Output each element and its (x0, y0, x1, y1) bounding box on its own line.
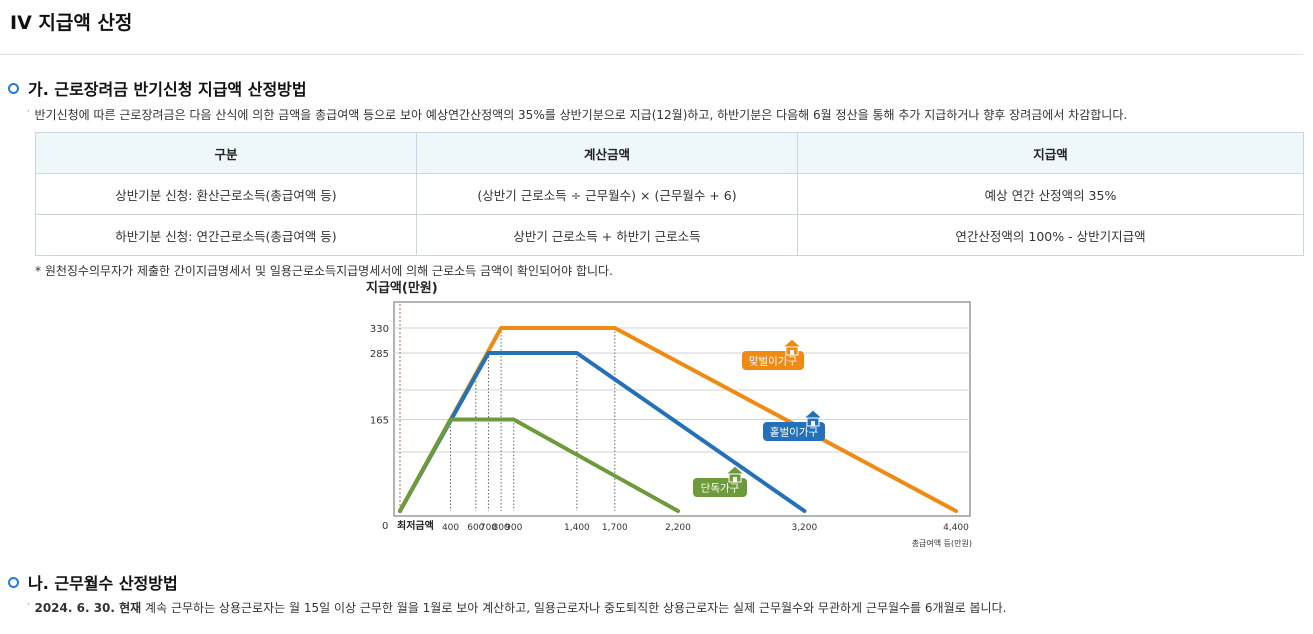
title-divider (0, 54, 1303, 55)
x-axis-title: 총급여액 등(만원) (912, 538, 972, 548)
x-tick-label: 3,200 (791, 523, 817, 533)
table-cell: 연간산정액의 100% - 상반기지급액 (797, 214, 1304, 256)
series-label-badge (693, 478, 747, 497)
circle-bullet-icon (8, 576, 19, 588)
section-a-description: ' 반기신청에 따른 근로장려금은 다음 산식에 의한 금액을 총급여액 등으로 … (27, 106, 1127, 123)
table-cell: 상반기분 신청: 환산근로소득(총급여액 등) (35, 173, 417, 215)
x-tick-label: 1,400 (564, 523, 590, 533)
table-cell: 상반기 근로소득 + 하반기 근로소득 (416, 214, 798, 256)
table-row: 상반기분 신청: 환산근로소득(총급여액 등) (상반기 근로소득 ÷ 근무월수… (35, 173, 1304, 215)
y-tick-label: 285 (370, 349, 389, 360)
table-header-cell: 구분 (35, 132, 417, 174)
page-title: IV 지급액 산정 (10, 12, 133, 34)
benefit-chart: 지급액(만원) 165 285 330 0 최저금액 400 600 700 800 900 1,40… (360, 276, 990, 552)
section-b-description: ' 2024. 6. 30. 현재 계속 근무하는 상용근로자는 월 15일 이상… (27, 599, 1006, 616)
tick-bullet-icon: ' (27, 602, 30, 612)
section-a-heading-text: 가. 근로장려금 반기신청 지급액 산정방법 (28, 80, 307, 99)
x-tick-label: 2,200 (665, 523, 691, 533)
x-tick-label: 600 (467, 523, 484, 533)
table-header-cell: 계산금액 (416, 132, 798, 174)
table-cell: (상반기 근로소득 ÷ 근무월수) × (근무월수 + 6) (416, 173, 798, 215)
section-b-heading-text: 나. 근무월수 산정방법 (28, 574, 178, 593)
series-label-text: 단독가구 (701, 483, 740, 495)
series-label-badge (763, 422, 825, 441)
section-b-date: 2024. 6. 30. 현재 (34, 601, 142, 615)
calculation-table: 구분 계산금액 지급액 상반기분 신청: 환산근로소득(총급여액 등) (상반기… (35, 132, 1304, 256)
table-cell: 예상 연간 산정액의 35% (797, 173, 1304, 215)
x-tick-label: 4,400 (943, 523, 969, 533)
x-tick-label: 800 (492, 523, 509, 533)
circle-bullet-icon (8, 82, 19, 94)
series-label-text: 홑벌이가구 (770, 426, 819, 439)
section-a-description-text: 반기신청에 따른 근로장려금은 다음 산식에 의한 금액을 총급여액 등으로 보… (34, 108, 1128, 122)
y-tick-label: 330 (370, 324, 389, 335)
table-header-row: 구분 계산금액 지급액 (35, 132, 1304, 174)
x-min-label: 최저금액 (397, 519, 434, 532)
section-b-heading: 나. 근무월수 산정방법 (8, 570, 178, 594)
section-b-description-text: 계속 근무하는 상용근로자는 월 15일 이상 근무한 월을 1월로 보아 계산… (141, 601, 1007, 615)
table-row: 하반기분 신청: 연간근로소득(총급여액 등) 상반기 근로소득 + 하반기 근… (35, 214, 1304, 256)
house-icon-door (733, 477, 737, 482)
x-tick-label: 1,700 (602, 523, 628, 533)
house-icon-door (811, 421, 815, 426)
plot-frame (393, 301, 971, 517)
x-tick-label: 400 (442, 523, 459, 533)
y-axis-title: 지급액(만원) (366, 280, 438, 296)
series-label-text: 맞벌이가구 (749, 356, 798, 368)
y-tick-label: 165 (370, 416, 389, 427)
table-footnote: * 원천징수의무자가 제출한 간이지급명세서 및 일용근로소득지급명세서에 의해… (35, 264, 613, 278)
series-label-badge (742, 351, 804, 370)
series-line-단독가구 (398, 417, 680, 513)
x-origin-label: 0 (382, 521, 388, 532)
x-tick-label: 700 (480, 523, 497, 533)
x-tick-label: 900 (505, 523, 522, 533)
house-icon-door (790, 350, 794, 355)
table-header-cell: 지급액 (797, 132, 1304, 174)
tick-bullet-icon: ' (27, 109, 30, 119)
section-a-heading: 가. 근로장려금 반기신청 지급액 산정방법 (8, 76, 307, 100)
table-cell: 하반기분 신청: 연간근로소득(총급여액 등) (35, 214, 417, 256)
